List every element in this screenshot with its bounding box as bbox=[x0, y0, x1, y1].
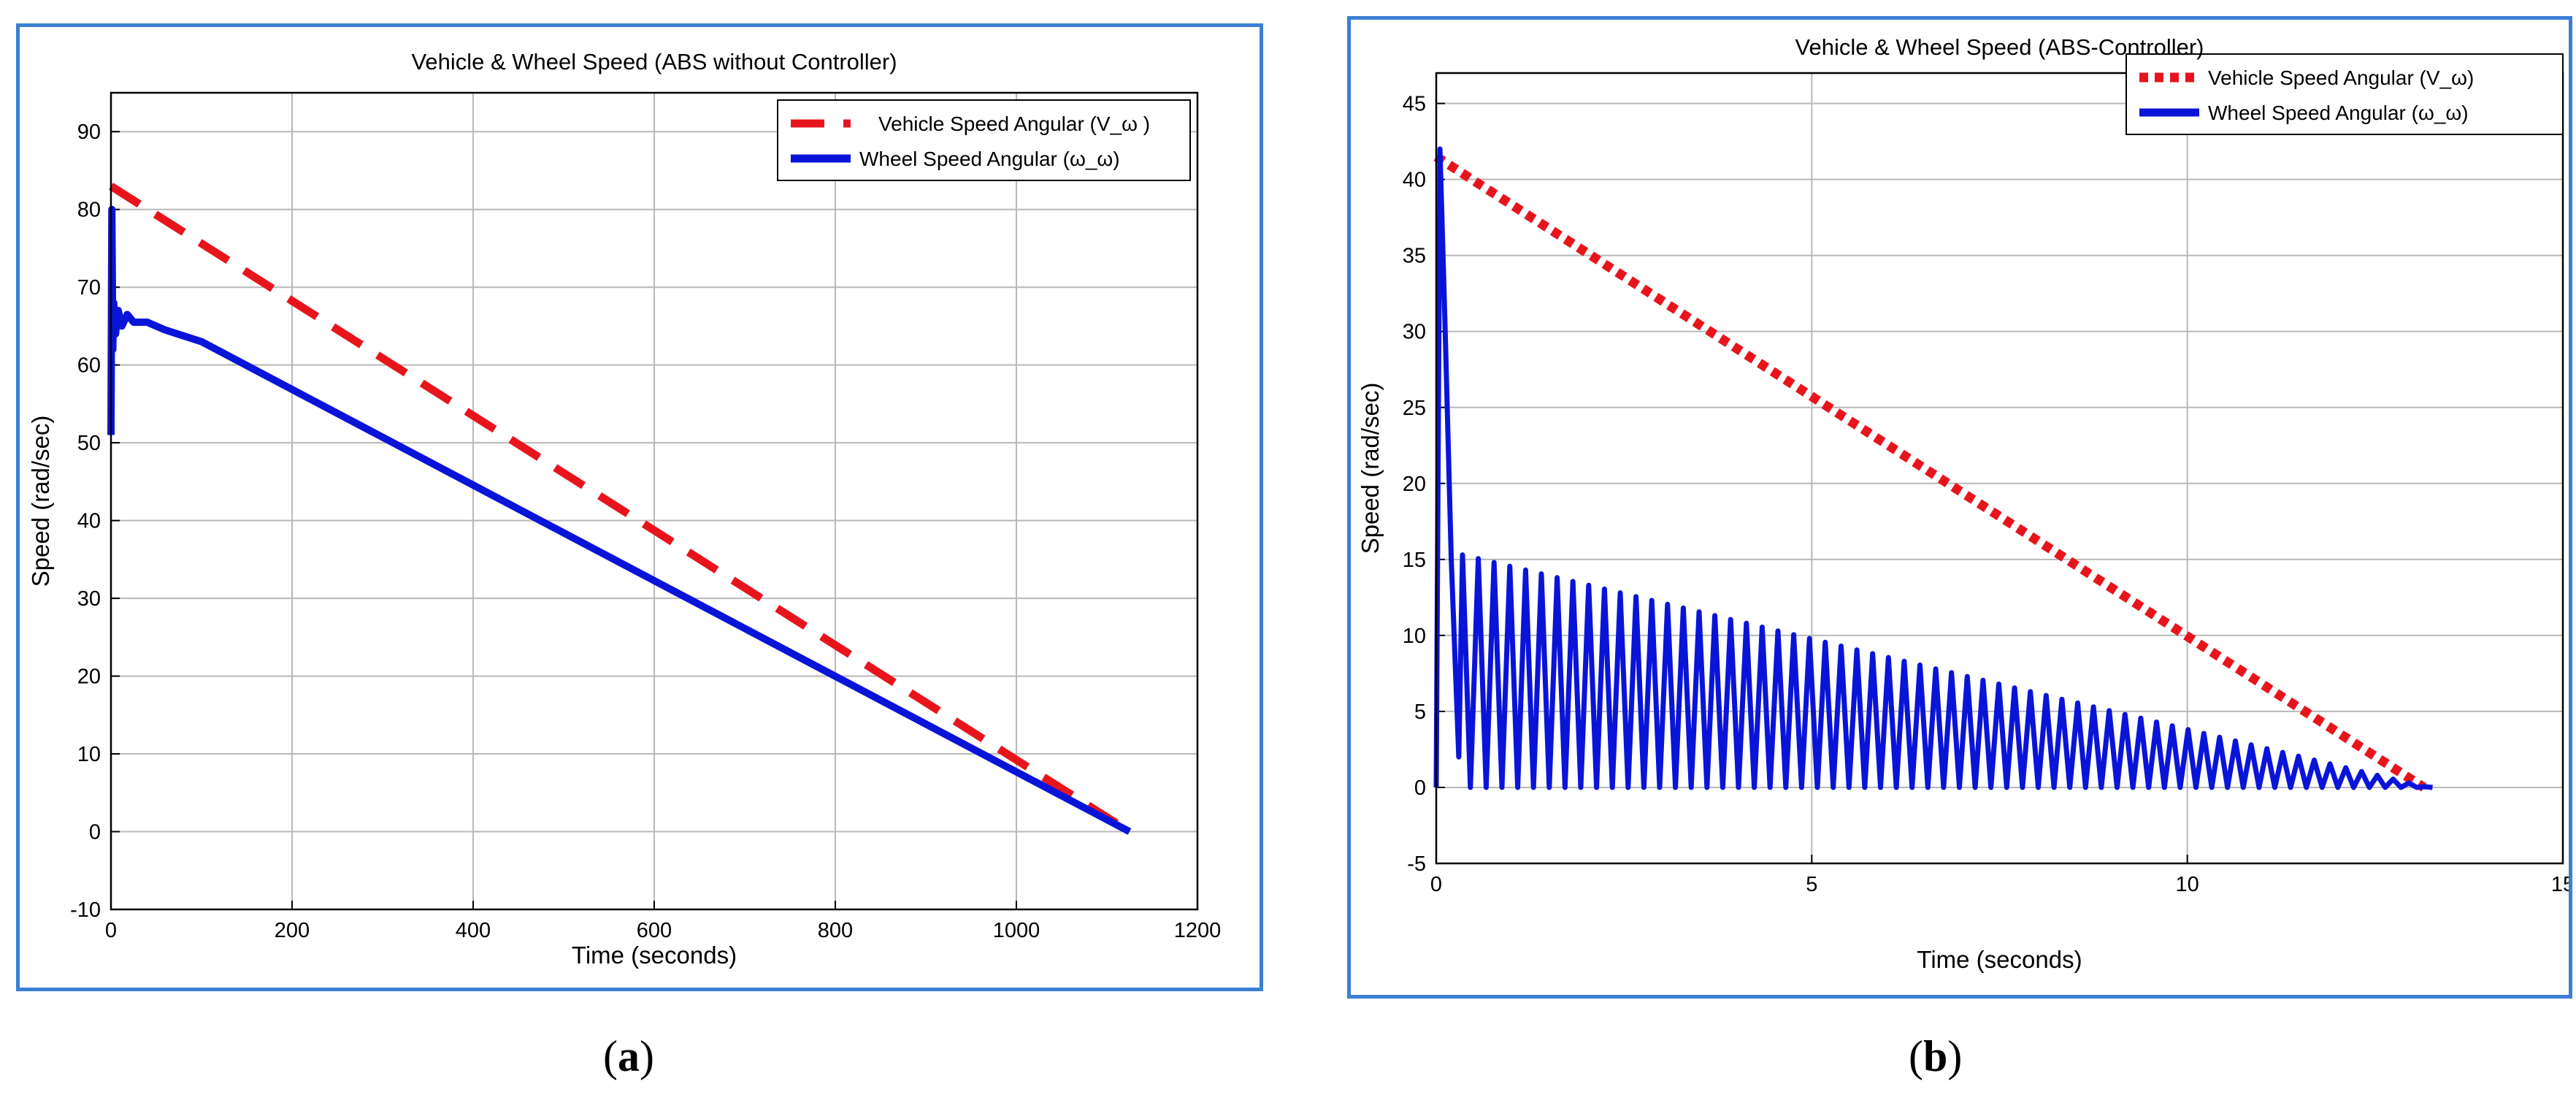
series-line-wheel bbox=[1433, 146, 2433, 790]
y-tick-label: 60 bbox=[77, 354, 101, 378]
y-tick-label: 30 bbox=[1403, 321, 1426, 344]
y-tick-label: 50 bbox=[77, 432, 101, 455]
chart-title: Vehicle & Wheel Speed (ABS-Controller) bbox=[1795, 34, 2204, 60]
caption-a: (a) bbox=[603, 1032, 654, 1080]
y-tick-label: 35 bbox=[1403, 245, 1426, 268]
caption-b: (b) bbox=[1909, 1032, 1963, 1080]
x-tick-label: 10 bbox=[2176, 873, 2199, 896]
x-tick-label: 5 bbox=[1806, 873, 1817, 896]
x-tick-label: 0 bbox=[1430, 873, 1442, 896]
y-tick-label: 15 bbox=[1403, 549, 1426, 572]
series-line-wheel bbox=[107, 205, 1132, 835]
y-axis-title: Speed (rad/sec) bbox=[1357, 383, 1384, 554]
legend-label: Vehicle Speed Angular (V_ω ) bbox=[878, 112, 1150, 135]
y-tick-label: 45 bbox=[1403, 93, 1426, 116]
y-tick-label: 25 bbox=[1403, 397, 1426, 420]
y-tick-label: 90 bbox=[77, 121, 101, 144]
series-line-vehicle bbox=[109, 183, 1132, 836]
y-tick-label: 20 bbox=[77, 665, 101, 689]
x-axis-title: Time (seconds) bbox=[572, 942, 737, 969]
x-tick-label: 600 bbox=[637, 919, 672, 942]
y-tick-label: -5 bbox=[1407, 852, 1426, 876]
y-tick-label: 40 bbox=[1403, 169, 1426, 192]
x-axis-title: Time (seconds) bbox=[1917, 946, 2082, 973]
y-tick-label: 10 bbox=[77, 743, 101, 766]
chart-a: 0 200 400 600 800 1000 1200-100102030405060708… bbox=[27, 49, 1222, 969]
x-tick-label: 1000 bbox=[993, 919, 1040, 942]
y-tick-label: 0 bbox=[89, 821, 101, 844]
y-axis-title: Speed (rad/sec) bbox=[27, 416, 54, 587]
y-tick-label: 10 bbox=[1403, 625, 1426, 648]
y-tick-label: 0 bbox=[1414, 776, 1426, 800]
x-tick-label: 200 bbox=[275, 919, 310, 942]
y-tick-label: 5 bbox=[1414, 701, 1426, 724]
legend-label: Vehicle Speed Angular (V_ω) bbox=[2208, 66, 2474, 89]
y-tick-label: 70 bbox=[77, 276, 101, 299]
x-tick-label: 15 bbox=[2551, 873, 2569, 896]
legend-label: Wheel Speed Angular (ω_ω) bbox=[2208, 102, 2469, 124]
plot-border bbox=[110, 91, 1199, 911]
y-tick-label: -10 bbox=[70, 898, 101, 922]
legend-box bbox=[777, 99, 1191, 181]
y-tick-label: 40 bbox=[77, 510, 101, 533]
x-tick-label: 1200 bbox=[1174, 919, 1222, 942]
chart-panel-a: 0 200 400 600 800 1000 1200 -10 0 10 20 30 40 50 60 70 8… bbox=[16, 23, 1263, 991]
plot-area bbox=[1436, 73, 2563, 863]
chart-title: Vehicle & Wheel Speed (ABS without Contr… bbox=[411, 49, 897, 75]
x-tick-label: 800 bbox=[818, 919, 853, 942]
legend-box bbox=[2125, 53, 2564, 135]
y-tick-label: 20 bbox=[1403, 473, 1426, 496]
y-tick-label: 80 bbox=[77, 199, 101, 222]
legend-label: Wheel Speed Angular (ω_ω) bbox=[859, 148, 1120, 170]
plot-border bbox=[1435, 72, 2564, 865]
y-tick-label: 30 bbox=[77, 587, 101, 611]
x-tick-label: 0 bbox=[105, 919, 117, 942]
x-tick-label: 400 bbox=[456, 919, 491, 942]
series-line-vehicle bbox=[1433, 152, 2427, 792]
